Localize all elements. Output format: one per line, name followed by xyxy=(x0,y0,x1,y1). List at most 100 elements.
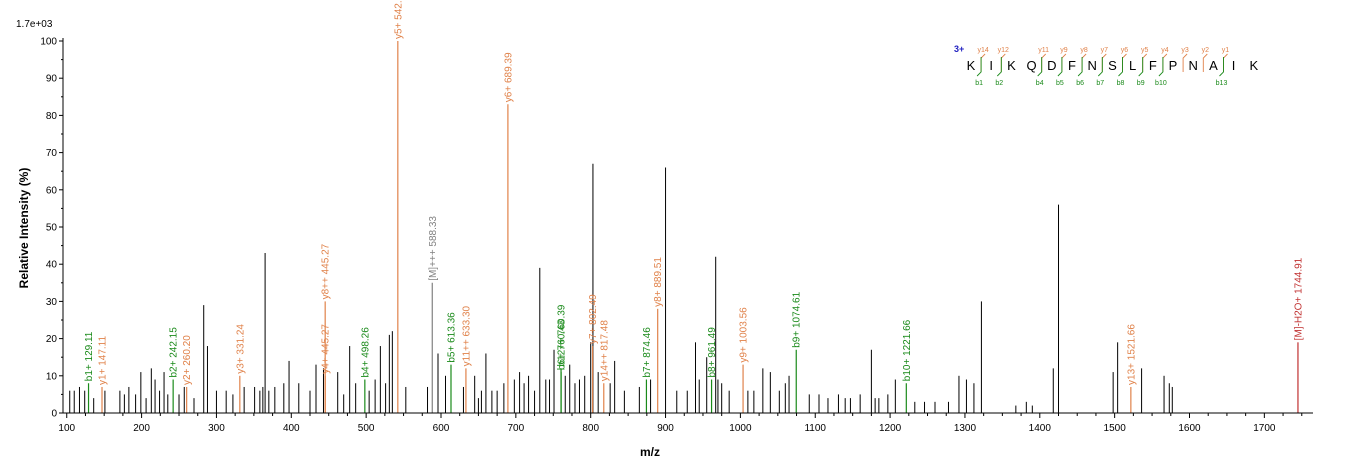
y-tick-label: 60 xyxy=(46,185,58,196)
y-ion-label: y14 xyxy=(977,47,988,54)
b-ion-bracket xyxy=(1158,57,1164,77)
sequence-residue: I xyxy=(1232,58,1236,73)
y-tick-label: 10 xyxy=(46,371,58,382)
b-ion-label: b1 xyxy=(975,80,983,87)
charge-state: 3+ xyxy=(954,44,964,54)
peak-label: b6+ 760.43 xyxy=(557,319,568,370)
y-tick-label: 30 xyxy=(46,297,58,308)
peak-label: [M]+++ 588.33 xyxy=(428,216,439,281)
x-tick-label: 1500 xyxy=(1104,423,1127,434)
b-ion-label: b7 xyxy=(1096,80,1104,87)
peak-label: b9+ 1074.61 xyxy=(792,291,803,347)
peak-label: y5+ 542.33 xyxy=(393,0,404,39)
peak-label: b4+ 498.26 xyxy=(360,327,371,378)
peak-label: [M]-H2O+ 1744.91 xyxy=(1293,257,1304,340)
y-ion-bracket xyxy=(1101,53,1107,72)
b-ion-label: b4 xyxy=(1036,80,1044,87)
b-ion-bracket xyxy=(1219,57,1224,77)
y-tick-label: 0 xyxy=(51,409,57,420)
x-tick-label: 600 xyxy=(433,423,450,434)
x-tick-label: 1600 xyxy=(1178,423,1201,434)
peaks-layer xyxy=(69,41,1299,413)
y-ion-bracket xyxy=(1162,53,1168,72)
peak-label: y13+ 1521.66 xyxy=(1126,324,1137,385)
sequence-residue: N xyxy=(1088,58,1097,73)
peak-label: y8++ 445.27 xyxy=(321,243,332,299)
x-axis-title: m/z xyxy=(640,445,660,459)
sequence-residue: D xyxy=(1047,58,1056,73)
sequence-residue: A xyxy=(1209,58,1218,73)
peak-label: b7+ 874.46 xyxy=(642,327,653,378)
y-tick-label: 20 xyxy=(46,334,58,345)
x-tick-label: 200 xyxy=(133,423,150,434)
sequence-residue: P xyxy=(1169,58,1178,73)
x-tick-label: 400 xyxy=(283,423,300,434)
sequence-residue: N xyxy=(1189,58,1198,73)
peak-labels-layer: b1+ 129.11 y1+ 147.11 b2+ 242.15 y2+ 260.20… xyxy=(84,0,1304,385)
y-ion-label: y2 xyxy=(1202,47,1210,54)
peak-label: b2+ 242.15 xyxy=(169,327,180,378)
sequence-residue: L xyxy=(1129,58,1136,73)
y-ion-label: y8 xyxy=(1080,47,1088,54)
b-ion-bracket xyxy=(976,57,982,77)
peak-label: b12++ 760.39 xyxy=(557,304,568,366)
sequence-residue: F xyxy=(1068,58,1076,73)
y-tick-label: 100 xyxy=(40,37,57,48)
b-ion-bracket xyxy=(1138,57,1144,77)
sequence-residue: F xyxy=(1149,58,1157,73)
x-tick-label: 1000 xyxy=(729,423,752,434)
peak-label: y9+ 1003.56 xyxy=(739,307,750,363)
y-ion-bracket xyxy=(980,53,986,72)
x-tick-label: 1700 xyxy=(1253,423,1276,434)
b-ion-label: b10 xyxy=(1155,80,1167,87)
y-ion-bracket xyxy=(1061,53,1067,72)
y-ion-label: y7 xyxy=(1101,47,1109,54)
y-ion-bracket xyxy=(1182,53,1188,72)
peak-label: b5+ 613.36 xyxy=(446,312,457,363)
b-ion-bracket xyxy=(1118,57,1123,77)
y-tick-label: 40 xyxy=(46,260,58,271)
y-ion-label: y6 xyxy=(1121,47,1129,54)
x-tick-label: 100 xyxy=(58,423,75,434)
b-ion-label: b5 xyxy=(1056,80,1064,87)
peak-label: b8+ 961.49 xyxy=(707,327,718,378)
y-ion-bracket xyxy=(1142,53,1148,72)
peak-label: y8+ 889.51 xyxy=(653,257,664,307)
b-ion-label: b8 xyxy=(1117,80,1125,87)
y-ion-bracket xyxy=(1041,53,1047,72)
peak-label: y1+ 147.11 xyxy=(98,335,109,384)
y-tick-label: 70 xyxy=(46,148,58,159)
x-tick-label: 1300 xyxy=(954,423,977,434)
peak-label: y2+ 260.20 xyxy=(182,335,193,385)
peak-label: y6+ 689.39 xyxy=(503,52,514,102)
sequence-residue: K xyxy=(1249,58,1258,73)
x-tick-label: 700 xyxy=(508,423,525,434)
peak-label: y7+ 802.49 xyxy=(588,294,599,344)
y-tick-label: 90 xyxy=(46,74,58,85)
y-ion-label: y4 xyxy=(1161,47,1169,54)
b-ion-bracket xyxy=(1097,57,1103,77)
y-tick-label: 50 xyxy=(46,223,58,234)
max-intensity-label: 1.7e+03 xyxy=(16,19,53,30)
x-tick-label: 1100 xyxy=(804,423,826,434)
b-ion-bracket xyxy=(996,57,1002,77)
y-ion-bracket xyxy=(1122,53,1127,72)
y-ion-label: y3 xyxy=(1181,47,1189,54)
b-ion-bracket xyxy=(1037,57,1043,77)
x-tick-label: 900 xyxy=(657,423,674,434)
axes-layer: 0 10 20 30 40 50 60 70 80 90 100 100 200 300 400 500 600… xyxy=(40,37,1313,434)
x-tick-label: 1200 xyxy=(879,423,902,434)
peak-label: y4+ 445.27 xyxy=(321,324,332,374)
peak-label: b1+ 129.11 xyxy=(84,331,95,381)
sequence-residue: K xyxy=(967,58,976,73)
y-axis-title: Relative Intensity (%) xyxy=(17,168,31,289)
peak-label: y14++ 817.48 xyxy=(599,320,610,382)
y-ion-bracket xyxy=(1081,53,1087,72)
x-tick-label: 800 xyxy=(582,423,599,434)
sequence-residue: K xyxy=(1007,58,1016,73)
x-tick-label: 1400 xyxy=(1029,423,1052,434)
y-ion-label: y11 xyxy=(1038,47,1049,54)
sequence-residue: Q xyxy=(1027,58,1037,73)
